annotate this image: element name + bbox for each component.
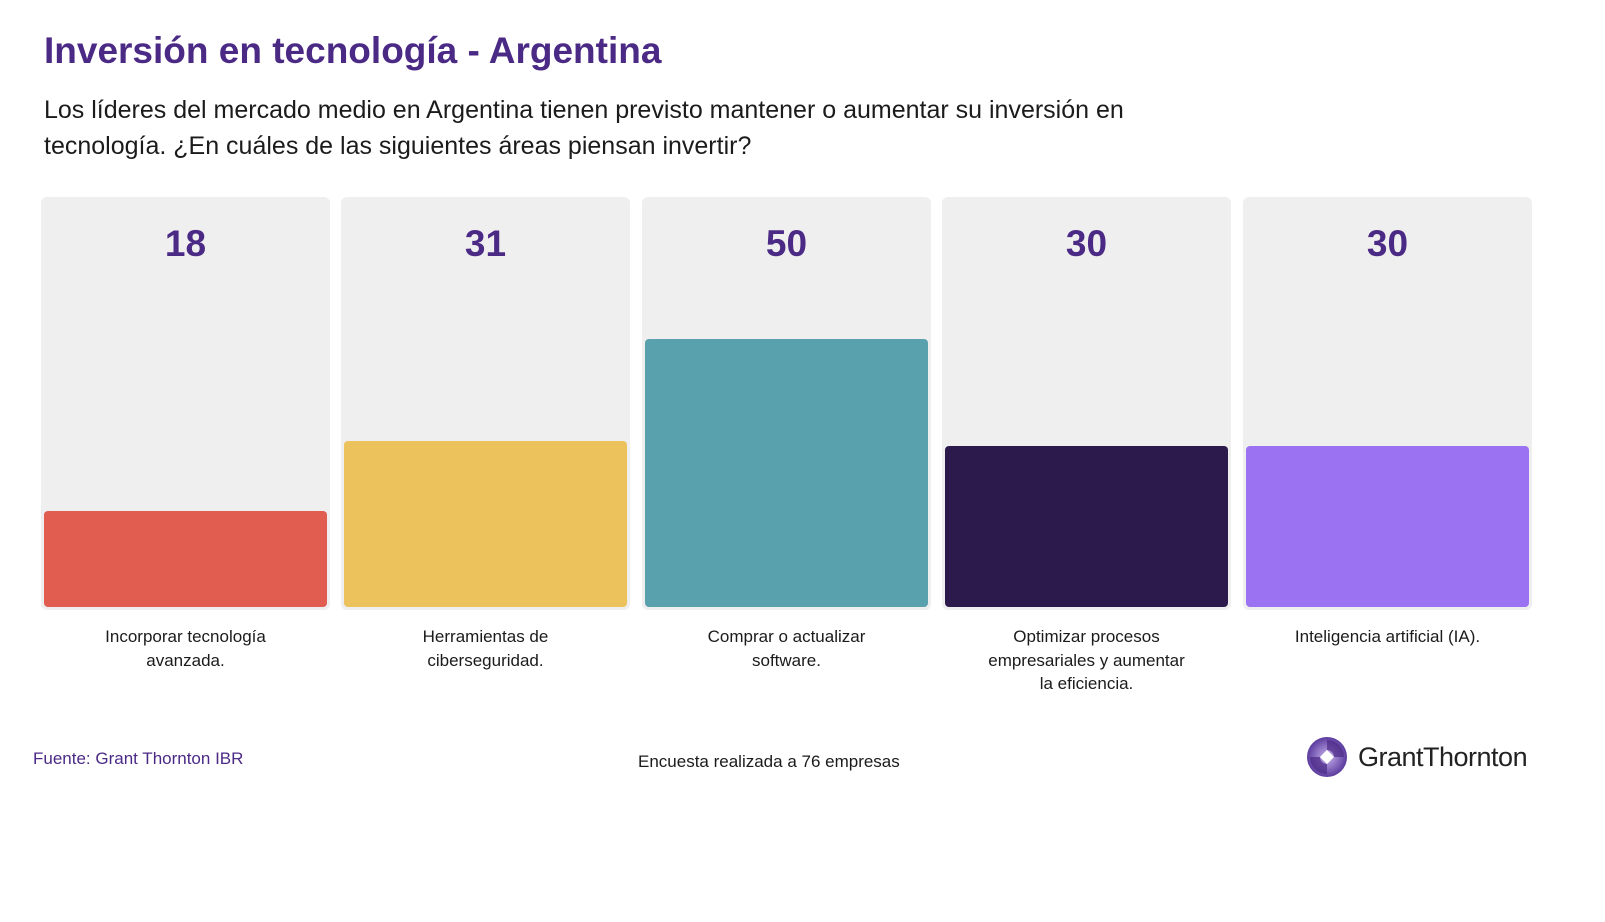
bar-panel: 18 [41,197,330,610]
category-label: Herramientas de ciberseguridad. [422,627,549,670]
logo-swirl-icon [1307,737,1347,777]
bar [1246,446,1529,607]
bar [645,339,928,607]
bar-panel: 30 [942,197,1231,610]
survey-note: Encuesta realizada a 76 empresas [638,752,900,771]
category-label: Optimizar procesos empresariales y aumen… [988,627,1185,693]
chart-subtitle: Los líderes del mercado medio en Argenti… [44,96,1124,160]
bar [945,446,1228,607]
chart-title: Inversión en tecnología - Argentina [44,30,662,71]
grant-thornton-logo: GrantThornton [1306,736,1528,778]
bar-panel: 31 [341,197,630,610]
data-label: 18 [164,223,207,264]
logo-text: GrantThornton [1358,741,1528,772]
bar [44,510,327,607]
data-label: 30 [1065,223,1108,264]
data-label: 30 [1366,223,1409,264]
category-label: Inteligencia artificial (IA). [1294,627,1481,646]
data-label: 50 [765,223,808,264]
bar [344,441,627,607]
category-label: Incorporar tecnología avanzada. [105,627,266,670]
bar-panel: 50 [642,197,931,610]
bar-panel: 30 [1243,197,1532,610]
source-note: Fuente: Grant Thornton IBR [33,749,244,768]
data-label: 31 [464,223,507,264]
category-label: Comprar o actualizar software. [707,627,866,670]
